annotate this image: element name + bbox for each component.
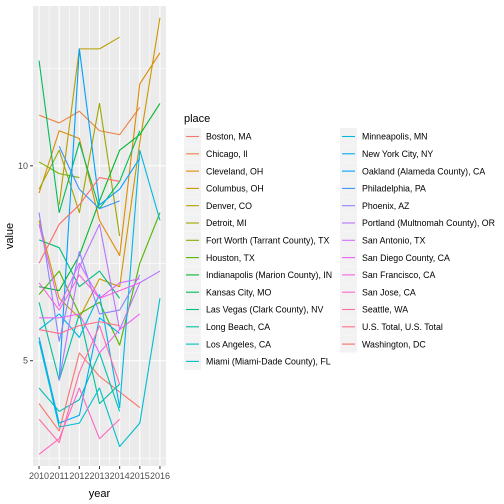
legend-label: U.S. Total, U.S. Total — [362, 322, 443, 332]
x-axis: 2010 2011 2012 2013 2014 2015 2016 — [29, 466, 170, 481]
legend-label: Denver, CO — [206, 201, 252, 211]
legend-title: place — [184, 113, 210, 125]
x-axis-title: year — [89, 488, 111, 500]
series-lines — [38, 17, 161, 455]
legend-label: San Diego County, CA — [362, 253, 450, 263]
legend-label: Las Vegas (Clark County), NV — [206, 305, 323, 315]
x-tick-label: 2011 — [50, 471, 69, 481]
grid-lines — [33, 6, 166, 466]
series-line-16 — [58, 48, 141, 381]
legend: place Boston, MA Chicago, Il Cleveland, OH… — [180, 106, 495, 370]
y-axis: 5 10 — [18, 161, 33, 366]
legend-label: Columbus, OH — [206, 184, 264, 194]
x-tick-label: 2015 — [130, 471, 150, 481]
legend-label: Kansas City, MO — [206, 287, 271, 297]
legend-label: Fort Worth (Tarrant County), TX — [206, 236, 329, 246]
legend-label: San Jose, CA — [362, 287, 416, 297]
series-line-23 — [38, 387, 121, 455]
legend-label: Long Beach, CA — [206, 322, 270, 332]
legend-label: San Antonio, TX — [362, 236, 426, 246]
legend-label: New York City, NY — [362, 149, 433, 159]
legend-label: Phoenix, AZ — [362, 201, 410, 211]
x-tick-label: 2012 — [69, 471, 89, 481]
legend-label: San Francisco, CA — [362, 270, 435, 280]
legend-label: Detroit, MI — [206, 218, 247, 228]
series-line-3 — [38, 17, 161, 319]
series-line-24 — [38, 325, 121, 444]
x-tick-label: 2013 — [89, 471, 109, 481]
series-line-17 — [58, 146, 120, 210]
series-line-2 — [38, 52, 161, 257]
series-line-25 — [38, 321, 120, 335]
series-line-18 — [38, 212, 141, 342]
legend-label: Indianapolis (Marion County), IN — [206, 270, 332, 280]
legend-label: Miami (Miami-Dade County), FL — [206, 357, 331, 367]
series-line-20 — [38, 224, 140, 307]
series-line-12 — [38, 352, 121, 412]
legend-label: Cleveland, OH — [206, 166, 263, 176]
series-line-22 — [38, 274, 140, 311]
series-line-9 — [38, 60, 141, 214]
series-line-26 — [38, 176, 120, 264]
legend-label: Chicago, Il — [206, 149, 248, 159]
y-tick-label: 5 — [23, 356, 28, 366]
series-line-1 — [38, 107, 141, 136]
series-line-21 — [39, 313, 141, 354]
series-line-6 — [38, 161, 80, 179]
series-line-4 — [58, 36, 120, 205]
series-line-13 — [38, 298, 161, 448]
series-line-19 — [58, 223, 161, 381]
legend-label: Portland (Multnomah County), OR — [362, 218, 495, 228]
legend-label: Houston, TX — [206, 253, 255, 263]
y-tick-label: 10 — [18, 161, 28, 171]
legend-label: Seattle, WA — [362, 305, 408, 315]
legend-label: Washington, DC — [362, 339, 426, 349]
legend-label: Oakland (Alameda County), CA — [362, 166, 485, 176]
legend-label: Philadelphia, PA — [362, 184, 426, 194]
series-line-14 — [38, 149, 161, 409]
series-line-7 — [38, 212, 161, 346]
x-tick-label: 2014 — [110, 471, 130, 481]
y-axis-title: value — [4, 223, 16, 249]
series-line-10 — [38, 239, 121, 299]
legend-label: Los Angeles, CA — [206, 339, 271, 349]
x-tick-label: 2010 — [29, 471, 49, 481]
legend-background — [180, 106, 494, 368]
legend-label: Minneapolis, MN — [362, 132, 428, 142]
x-tick-label: 2016 — [150, 471, 170, 481]
legend-label: Boston, MA — [206, 132, 252, 142]
